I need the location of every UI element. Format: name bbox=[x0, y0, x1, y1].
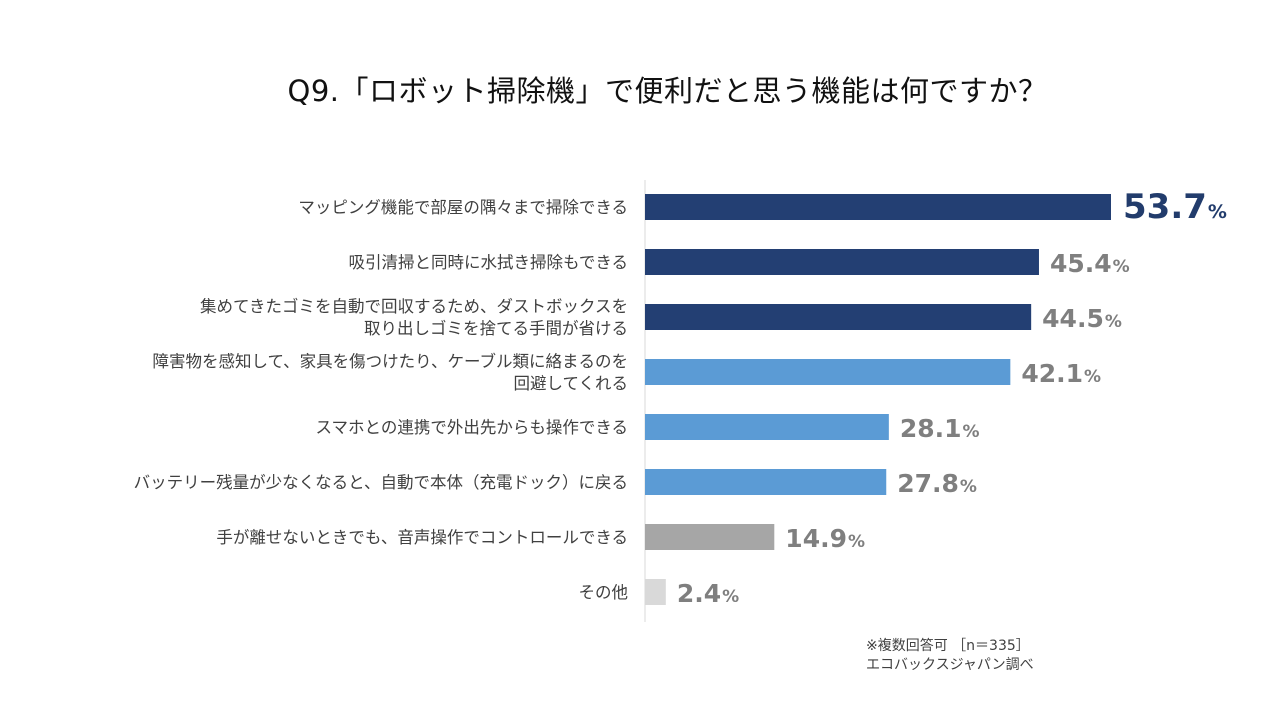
bar bbox=[645, 469, 887, 495]
bar bbox=[645, 194, 1111, 220]
data-label-unit: % bbox=[1208, 201, 1227, 223]
bar bbox=[645, 249, 1039, 275]
data-label-unit: % bbox=[722, 587, 739, 607]
data-label: 44.5% bbox=[1042, 304, 1122, 333]
category-label: 回避してくれる bbox=[513, 374, 628, 393]
bar bbox=[645, 579, 666, 605]
bar bbox=[645, 414, 889, 440]
data-label-value: 2.4 bbox=[677, 579, 721, 608]
category-label: スマホとの連携で外出先からも操作できる bbox=[315, 418, 628, 437]
data-label: 42.1% bbox=[1021, 359, 1101, 388]
category-label: 障害物を感知して、家具を傷つけたり、ケーブル類に絡まるのを bbox=[152, 351, 628, 371]
footnote-sample-size: ※複数回答可 ［n＝335］ bbox=[866, 638, 1030, 654]
category-label: その他 bbox=[579, 583, 629, 602]
category-label: 取り出しゴミを捨てる手間が省ける bbox=[364, 318, 628, 338]
data-label-unit: % bbox=[1105, 312, 1122, 332]
data-label-value: 28.1 bbox=[900, 414, 962, 443]
data-label: 27.8% bbox=[897, 469, 977, 498]
data-label-unit: % bbox=[848, 532, 865, 552]
category-label: 手が離せないときでも、音声操作でコントロールできる bbox=[216, 528, 628, 547]
category-label: 集めてきたゴミを自動で回収するため、ダストボックスを bbox=[200, 296, 628, 316]
data-label: 53.7% bbox=[1123, 187, 1227, 227]
data-label: 2.4% bbox=[677, 579, 739, 608]
data-label-value: 42.1 bbox=[1021, 359, 1083, 388]
category-label: バッテリー残量が少なくなると、自動で本体（充電ドック）に戻る bbox=[134, 473, 628, 492]
data-label-value: 53.7 bbox=[1123, 187, 1207, 227]
category-label: 吸引清掃と同時に水拭き掃除もできる bbox=[348, 253, 628, 272]
data-label-value: 27.8 bbox=[897, 469, 959, 498]
footnote: ※複数回答可 ［n＝335］ エコバックスジャパン調べ bbox=[866, 637, 1034, 675]
data-label-value: 44.5 bbox=[1042, 304, 1104, 333]
footnote-source: エコバックスジャパン調べ bbox=[866, 657, 1034, 673]
data-label-value: 45.4 bbox=[1050, 249, 1112, 278]
data-label: 45.4% bbox=[1050, 249, 1130, 278]
data-label-unit: % bbox=[960, 477, 977, 497]
data-label-unit: % bbox=[1113, 257, 1130, 277]
bar bbox=[645, 359, 1011, 385]
data-label: 28.1% bbox=[900, 414, 980, 443]
category-label: マッピング機能で部屋の隅々まで掃除できる bbox=[298, 198, 628, 217]
data-label-value: 14.9 bbox=[785, 524, 847, 553]
chart-title: Q9.「ロボット掃除機」で便利だと思う機能は何ですか？ bbox=[287, 74, 1048, 108]
data-label: 14.9% bbox=[785, 524, 865, 553]
bar bbox=[645, 304, 1032, 330]
bar bbox=[645, 524, 775, 550]
data-label-unit: % bbox=[963, 422, 980, 442]
data-label-unit: % bbox=[1084, 367, 1101, 387]
